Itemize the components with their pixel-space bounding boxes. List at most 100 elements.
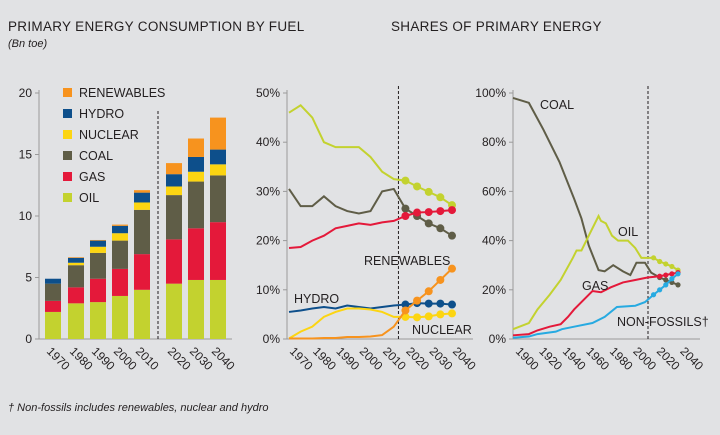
bar-chart-y-tick-label: 5	[25, 271, 32, 285]
bar-segment-hydro-1990	[90, 240, 106, 247]
line-oil	[288, 104, 453, 207]
marker-renewables-2030	[436, 275, 445, 284]
legend-label-hydro: HYDRO	[79, 107, 124, 121]
long-run-chart-y-tick-label: 100%	[475, 86, 506, 100]
bar-chart-x-tick-label: 2040	[209, 344, 238, 373]
legend-swatch-hydro	[63, 109, 72, 118]
marker-hydro-2015	[401, 300, 410, 309]
bar-segment-oil-2010	[134, 289, 150, 339]
long-run-chart-x-tick-label: 2000	[630, 344, 659, 373]
marker-nuclear-2035	[448, 309, 456, 318]
left-chart-title: PRIMARY ENERGY CONSUMPTION BY FUEL	[8, 19, 305, 34]
bar-chart-y-tick-label: 20	[19, 86, 33, 100]
bar-segment-gas-2020	[166, 239, 182, 284]
marker-oil-2025	[424, 187, 433, 196]
bar-segment-nuclear-2030	[188, 171, 204, 182]
bar-segment-coal-1970	[45, 283, 61, 301]
bar-segment-coal-1990	[90, 252, 106, 279]
shares-chart-x-tick-label: 1980	[310, 344, 339, 373]
legend-swatch-renewables	[63, 88, 72, 97]
shares-chart-y-tick-label: 10%	[256, 283, 280, 297]
bar-segment-hydro-2040	[210, 149, 226, 165]
bar-segment-coal-2040	[210, 175, 226, 223]
bar-segment-gas-2030	[188, 228, 204, 280]
series-label-coal: COAL	[540, 98, 574, 112]
marker-oil-2030	[436, 193, 445, 202]
bar-segment-renewables-2040	[210, 117, 226, 150]
bar-segment-renewables-2030	[188, 138, 204, 157]
shares-chart-x-tick-label: 1970	[287, 344, 316, 373]
bar-segment-renewables-2020	[166, 163, 182, 175]
legend-swatch-nuclear	[63, 130, 72, 139]
marker-hydro-2035	[448, 300, 456, 309]
legend-label-coal: COAL	[79, 149, 113, 163]
legend-label-nuclear: NUCLEAR	[79, 128, 139, 142]
bar-chart-x-tick-label: 1980	[67, 344, 96, 373]
bar-segment-coal-2030	[188, 181, 204, 229]
marker-nuclear-2025	[424, 312, 433, 321]
bar-chart-x-tick-label: 2030	[187, 344, 216, 373]
long-run-chart-x-tick-label: 1920	[536, 344, 565, 373]
marker-non_fossils-2025	[663, 282, 669, 288]
legend-label-gas: GAS	[79, 170, 105, 184]
marker-hydro-2025	[424, 299, 433, 308]
shares-chart-y-tick-label: 40%	[256, 135, 280, 149]
bar-segment-nuclear-2040	[210, 164, 226, 176]
bar-chart-y-tick-label: 15	[19, 148, 33, 162]
marker-hydro-2030	[436, 299, 445, 308]
marker-gas-2020	[657, 273, 663, 279]
bar-segment-nuclear-1980	[68, 262, 84, 266]
marker-coal-2025	[663, 277, 669, 283]
marker-renewables-2035	[448, 264, 456, 273]
shares-chart-y-tick-label: 30%	[256, 184, 280, 198]
long-run-chart-y-tick-label: 40%	[482, 234, 506, 248]
marker-oil-2015	[401, 176, 410, 185]
bar-segment-oil-2030	[188, 279, 204, 339]
bar-chart-x-tick-label: 2020	[165, 344, 194, 373]
line-non_fossils	[512, 273, 679, 339]
marker-nuclear-2020	[413, 313, 422, 322]
left-chart-unit: (Bn toe)	[8, 38, 48, 50]
bar-segment-hydro-1980	[68, 257, 84, 263]
long-run-chart-x-tick-label: 2040	[677, 344, 706, 373]
marker-gas-2030	[436, 207, 445, 216]
marker-gas-2025	[663, 272, 669, 278]
bar-chart-x-tick-label: 2010	[133, 344, 162, 373]
bar-segment-oil-2000	[112, 295, 128, 339]
long-run-chart-x-tick-label: 1900	[513, 344, 542, 373]
long-run-chart-y-tick-label: 80%	[482, 135, 506, 149]
marker-coal-2035	[675, 282, 681, 288]
bar-segment-oil-2020	[166, 283, 182, 339]
bar-segment-coal-2020	[166, 195, 182, 240]
bar-segment-nuclear-1990	[90, 246, 106, 253]
legend-swatch-oil	[63, 193, 72, 202]
long-run-chart-x-tick-label: 2020	[654, 344, 683, 373]
shares-chart-x-tick-label: 1990	[333, 344, 362, 373]
bar-segment-oil-2040	[210, 279, 226, 339]
shares-chart-y-tick-label: 50%	[256, 86, 280, 100]
bar-segment-gas-1980	[68, 287, 84, 304]
shares-chart-x-tick-label: 2030	[427, 344, 456, 373]
bar-segment-renewables-2000	[112, 224, 128, 226]
bar-segment-coal-1980	[68, 265, 84, 288]
legend-label-oil: OIL	[79, 191, 99, 205]
shares-chart-x-tick-label: 2040	[450, 344, 479, 373]
legend-swatch-coal	[63, 151, 72, 160]
line-renewables	[289, 267, 453, 340]
marker-nuclear-2030	[436, 310, 445, 319]
bar-segment-coal-2010	[134, 209, 150, 255]
bar-segment-oil-1990	[90, 302, 106, 339]
footnote: † Non-fossils includes renewables, nucle…	[8, 402, 269, 414]
bar-segment-nuclear-2010	[134, 202, 150, 210]
bar-segment-renewables-2010	[134, 190, 150, 193]
long-run-chart-x-tick-label: 1940	[560, 344, 589, 373]
bar-segment-gas-1970	[45, 300, 61, 312]
shares-chart-x-tick-label: 2000	[357, 344, 386, 373]
legend-swatch-gas	[63, 172, 72, 181]
marker-coal-2015	[401, 204, 410, 213]
bar-chart-x-tick-label: 1970	[44, 344, 73, 373]
bar-segment-hydro-2000	[112, 225, 128, 234]
bar-chart-x-tick-label: 2000	[111, 344, 140, 373]
long-run-chart-y-tick-label: 60%	[482, 184, 506, 198]
